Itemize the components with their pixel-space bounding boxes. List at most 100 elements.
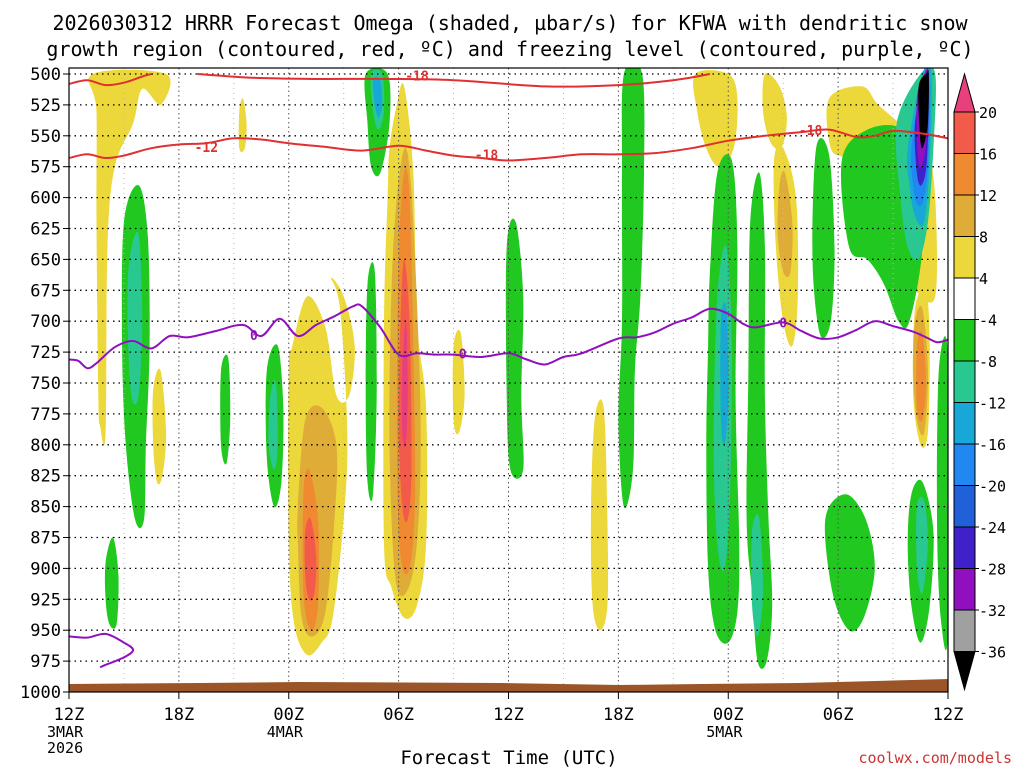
omega-shaded-region bbox=[372, 77, 383, 118]
omega-shaded-region bbox=[693, 70, 738, 167]
colorbar-swatch bbox=[953, 568, 976, 611]
contour-line bbox=[69, 128, 948, 162]
y-tick-label: 800 bbox=[30, 436, 61, 456]
contour-label: -18 bbox=[405, 69, 429, 84]
x-tick-label: 18Z bbox=[164, 705, 195, 725]
contour-line bbox=[69, 303, 948, 370]
colorbar-label: -32 bbox=[979, 602, 1006, 620]
omega-shaded-region bbox=[104, 537, 119, 629]
colorbar-label: -4 bbox=[979, 312, 997, 330]
omega-shaded-region bbox=[88, 69, 171, 446]
y-axis: 500 525 550 575 600 625 650 675 700 725 750 775 800 8… bbox=[20, 65, 69, 703]
colorbar-swatch bbox=[953, 236, 976, 279]
omega-shaded-region bbox=[720, 302, 729, 446]
x-date-label: 4MAR bbox=[267, 723, 304, 741]
colorbar-swatch bbox=[953, 72, 976, 113]
colorbar-swatch bbox=[953, 526, 976, 569]
y-tick-label: 875 bbox=[30, 529, 61, 549]
contour-label: 0 bbox=[250, 329, 258, 344]
x-tick-label: 00Z bbox=[273, 705, 304, 725]
colorbar-swatch bbox=[953, 111, 976, 154]
x-date-label: 5MAR bbox=[706, 723, 743, 741]
contour-label: 0 bbox=[779, 317, 787, 332]
y-tick-label: 975 bbox=[30, 652, 61, 672]
omega-shaded-region bbox=[618, 68, 645, 509]
contour-label: -12 bbox=[195, 141, 218, 156]
y-tick-label: 1000 bbox=[20, 683, 61, 703]
y-tick-label: 850 bbox=[30, 498, 61, 518]
colorbar-label: -8 bbox=[979, 353, 997, 371]
contour-line bbox=[69, 73, 152, 87]
omega-shaded-region bbox=[268, 380, 278, 470]
chart-title-line-2: growth region (contoured, red, ºC) and f… bbox=[46, 37, 973, 61]
terrain-fill bbox=[69, 679, 948, 692]
colorbar-swatch bbox=[953, 277, 976, 320]
y-tick-label: 525 bbox=[30, 96, 61, 116]
y-tick-label: 600 bbox=[30, 189, 61, 209]
colorbar-swatch bbox=[953, 402, 976, 445]
colorbar-swatch bbox=[953, 609, 976, 652]
y-tick-label: 575 bbox=[30, 158, 61, 178]
omega-shaded-region bbox=[936, 336, 948, 651]
y-tick-label: 550 bbox=[30, 127, 61, 147]
colorbar-label: 4 bbox=[979, 270, 988, 288]
y-tick-label: 750 bbox=[30, 374, 61, 394]
y-tick-label: 500 bbox=[30, 65, 61, 85]
contour-layer: -18 -12 0 -18 -18 0 0 bbox=[69, 69, 948, 669]
y-tick-label: 675 bbox=[30, 281, 61, 301]
omega-shading-layer bbox=[88, 68, 948, 669]
x-tick-label: 12Z bbox=[54, 705, 85, 725]
colorbar-label: -28 bbox=[979, 561, 1006, 579]
y-tick-label: 650 bbox=[30, 250, 61, 270]
colorbar-swatch bbox=[953, 651, 976, 692]
contour-label: -18 bbox=[475, 149, 499, 164]
colorbar-swatch bbox=[953, 153, 976, 196]
colorbar-swatch bbox=[953, 360, 976, 403]
x-tick-label: 06Z bbox=[383, 705, 414, 725]
colorbar-label: -16 bbox=[979, 436, 1006, 454]
omega-shaded-region bbox=[824, 494, 875, 632]
omega-shaded-region bbox=[918, 69, 929, 149]
x-tick-label: 12Z bbox=[493, 705, 524, 725]
x-tick-label: 06Z bbox=[823, 705, 854, 725]
y-tick-label: 925 bbox=[30, 590, 61, 610]
omega-shaded-region bbox=[365, 262, 377, 502]
colorbar-label: -20 bbox=[979, 478, 1006, 496]
contour-label: -18 bbox=[799, 124, 823, 139]
contour-label: 0 bbox=[459, 348, 467, 363]
omega-shaded-region bbox=[127, 231, 143, 405]
x-tick-label: 18Z bbox=[603, 705, 634, 725]
chart-title-line-1: 2026030312 HRRR Forecast Omega (shaded, … bbox=[52, 11, 968, 35]
x-date-label: 2026 bbox=[47, 739, 83, 757]
colorbar-label: 12 bbox=[979, 187, 997, 205]
colorbar-label: 16 bbox=[979, 146, 997, 164]
x-axis-title: Forecast Time (UTC) bbox=[400, 747, 617, 768]
omega-shaded-region bbox=[777, 170, 793, 278]
x-date-label: 3MAR bbox=[47, 723, 84, 741]
colorbar-label: -12 bbox=[979, 395, 1006, 413]
colorbar-swatch bbox=[953, 443, 976, 486]
contour-line bbox=[197, 73, 711, 88]
site-credit: coolwx.com/models bbox=[858, 749, 1012, 767]
omega-shaded-region bbox=[916, 496, 928, 594]
colorbar-label: -24 bbox=[979, 519, 1006, 537]
ground-layer bbox=[69, 679, 948, 692]
y-tick-label: 950 bbox=[30, 621, 61, 641]
omega-shaded-region bbox=[304, 517, 317, 601]
colorbar-label: 8 bbox=[979, 229, 988, 247]
x-tick-label: 00Z bbox=[713, 705, 744, 725]
colorbar-swatch bbox=[953, 319, 976, 362]
omega-shaded-region bbox=[812, 138, 835, 339]
colorbar: 20 16 12 8 4 -4 -8 -12 -16 -20 -24 -28 -32 -36 bbox=[953, 72, 1006, 692]
y-tick-label: 825 bbox=[30, 467, 61, 487]
omega-shaded-region bbox=[590, 399, 609, 631]
omega-shaded-region bbox=[751, 514, 764, 637]
grid-layer bbox=[69, 68, 948, 692]
colorbar-label: 20 bbox=[979, 104, 997, 122]
omega-shaded-region bbox=[152, 368, 167, 485]
colorbar-swatch bbox=[953, 485, 976, 528]
contour-line bbox=[69, 632, 135, 669]
omega-shaded-region bbox=[220, 354, 231, 465]
